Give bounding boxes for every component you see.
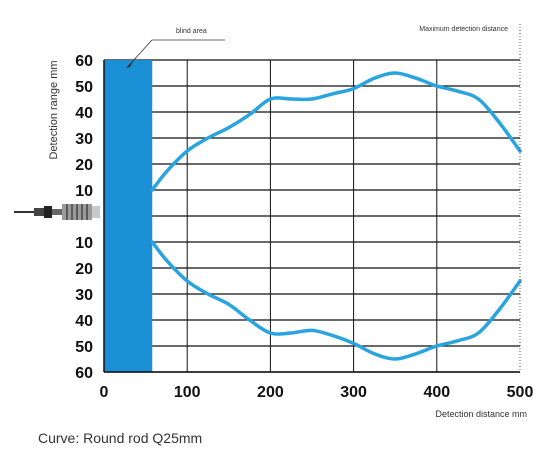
chart-caption: Curve: Round rod Q25mm — [38, 430, 203, 446]
x-tick-label: 0 — [100, 384, 109, 401]
y-tick-label: 10 — [75, 183, 93, 200]
x-axis-label: Detection distance mm — [435, 409, 527, 419]
y-axis-label: Detection range mm — [48, 60, 60, 159]
upper-detection-curve — [150, 71, 522, 192]
max-distance-label: Maximum detection distance — [419, 26, 508, 33]
grid-lines — [104, 59, 520, 373]
y-tick-label: 50 — [75, 339, 93, 356]
proximity-sensor-icon — [14, 204, 100, 220]
max-distance-annotation: Maximum detection distance — [419, 24, 521, 372]
tick-labels: 60 50 40 30 20 10 10 20 30 40 50 60 0 100 200 300 400 500 — [75, 53, 533, 401]
axes — [103, 60, 520, 373]
y-tick-label: 10 — [75, 235, 93, 252]
y-tick-label: 30 — [75, 287, 93, 304]
y-tick-label: 20 — [75, 261, 93, 278]
detection-curves — [150, 71, 522, 361]
y-tick-label: 30 — [75, 131, 93, 148]
y-tick-label: 60 — [75, 53, 93, 70]
blind-area-label: blind area — [176, 28, 207, 35]
y-tick-label: 60 — [75, 365, 93, 382]
lower-detection-curve — [150, 240, 522, 361]
detection-chart: 60 50 40 30 20 10 10 20 30 40 50 60 0 100 200 300 400 500… — [14, 24, 533, 419]
y-tick-label: 50 — [75, 79, 93, 96]
x-tick-label: 200 — [257, 384, 284, 401]
y-tick-label: 40 — [75, 105, 93, 122]
x-tick-label: 100 — [174, 384, 201, 401]
x-tick-label: 500 — [507, 384, 534, 401]
blind-area-annotation: blind area — [126, 28, 225, 68]
x-tick-label: 300 — [340, 384, 367, 401]
y-tick-label: 40 — [75, 313, 93, 330]
y-tick-label: 20 — [75, 157, 93, 174]
blind-area-region — [104, 60, 153, 372]
x-tick-label: 400 — [423, 384, 450, 401]
